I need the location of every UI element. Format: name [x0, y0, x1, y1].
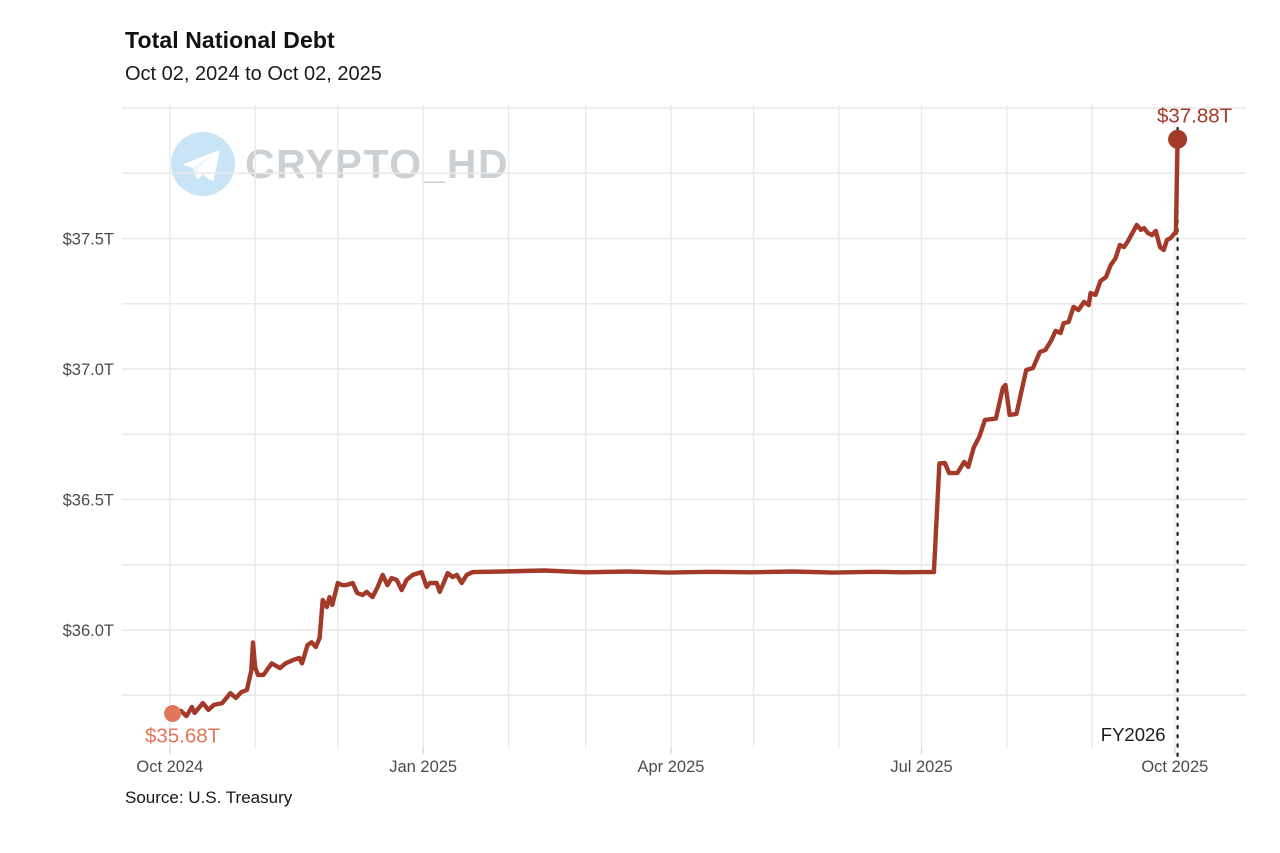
y-tick-label: $36.0T — [63, 622, 114, 640]
fy2026-label: FY2026 — [1101, 724, 1166, 745]
x-tick-label: Jul 2025 — [890, 758, 952, 776]
end-value-label: $37.88T — [1157, 104, 1233, 127]
end-point-dot — [1168, 129, 1188, 149]
x-tick-label: Oct 2025 — [1141, 758, 1208, 776]
y-tick-label: $37.0T — [63, 361, 114, 379]
source-caption: Source: U.S. Treasury — [125, 788, 293, 807]
y-tick-label: $37.5T — [63, 231, 114, 249]
x-tick-label: Apr 2025 — [637, 758, 704, 776]
x-tick-label: Oct 2024 — [136, 758, 203, 776]
start-value-label: $35.68T — [145, 725, 221, 748]
y-tick-label: $36.5T — [63, 492, 114, 510]
x-tick-label: Jan 2025 — [389, 758, 457, 776]
start-point-dot — [164, 705, 182, 723]
debt-series-line — [170, 137, 1180, 719]
chart-subtitle: Oct 02, 2024 to Oct 02, 2025 — [125, 63, 382, 85]
page-title: Total National Debt — [125, 27, 335, 53]
